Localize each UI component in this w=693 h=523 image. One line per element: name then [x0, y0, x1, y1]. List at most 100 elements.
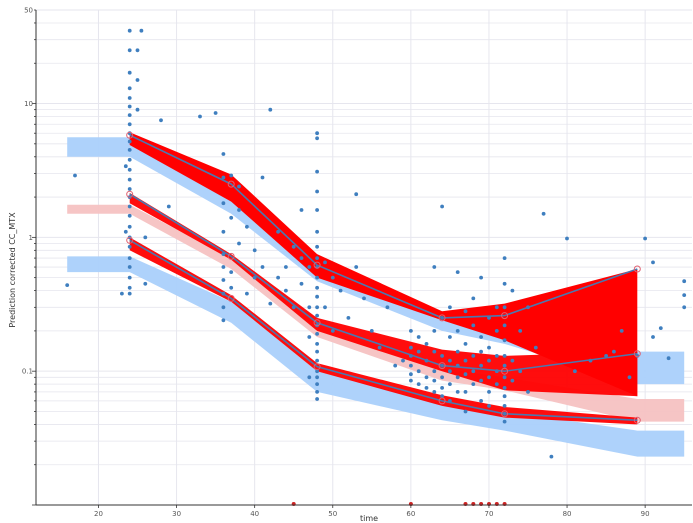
observed-point: [494, 329, 499, 333]
observed-point: [221, 252, 226, 256]
observed-point: [229, 270, 234, 274]
observed-point: [463, 358, 468, 363]
observed-ci-band-p50: [129, 192, 638, 397]
observed-point: [463, 309, 468, 314]
observed-point: [268, 107, 273, 112]
observed-percentile-marker: [126, 236, 134, 244]
observed-point: [416, 369, 421, 374]
observed-point: [127, 187, 132, 191]
x-tick-label: 90: [641, 510, 650, 518]
observed-point: [479, 399, 483, 403]
observed-percentile-marker: [633, 416, 641, 424]
observed-point: [502, 305, 507, 310]
observed-point: [245, 224, 249, 229]
observed-point: [440, 375, 444, 380]
observed-point: [612, 349, 616, 354]
observed-point: [471, 354, 476, 358]
observed-point: [682, 305, 687, 310]
observed-point: [307, 305, 312, 310]
axes-layer: 0.1 1 10 50 20 30 40 50 60 70 80 90: [22, 7, 692, 518]
observed-point: [127, 96, 132, 100]
observed-point: [315, 305, 319, 310]
observed-point: [229, 173, 234, 178]
observed-point: [533, 345, 538, 350]
observed-point: [127, 275, 132, 280]
observed-percentile-marker: [313, 261, 321, 269]
observed-percentile-marker: [438, 397, 446, 405]
observed-point: [510, 378, 515, 383]
observed-point: [127, 70, 132, 75]
observed-point: [471, 382, 476, 386]
observed-point: [143, 281, 148, 286]
observed-point: [619, 329, 624, 333]
observed-point: [502, 338, 507, 343]
observed-points-layer: [65, 28, 687, 459]
observed-point: [440, 394, 444, 399]
observed-point: [135, 107, 140, 112]
observed-point: [315, 244, 319, 249]
observed-point: [479, 335, 483, 339]
observed-point: [123, 164, 128, 169]
observed-point: [432, 378, 437, 383]
observed-point: [307, 375, 312, 380]
observed-point: [315, 275, 319, 280]
observed-point: [354, 265, 359, 269]
observed-percentile-marker: [227, 252, 235, 260]
observed-point: [127, 285, 132, 290]
observed-point: [440, 204, 444, 209]
observed-point: [315, 136, 319, 141]
observed-point: [139, 28, 144, 33]
x-tick-label: 60: [406, 510, 415, 518]
observed-point: [307, 335, 312, 339]
observed-point: [73, 173, 77, 178]
observed-point: [120, 291, 124, 296]
observed-point: [237, 208, 241, 212]
observed-point: [315, 375, 319, 380]
observed-point: [315, 169, 319, 174]
observed-point: [245, 291, 249, 296]
observed-point: [315, 332, 319, 336]
observed-point: [448, 369, 452, 374]
observed-point: [479, 363, 483, 368]
observed-point: [315, 131, 319, 136]
observed-percentile-marker: [313, 319, 321, 327]
observed-point: [276, 229, 280, 234]
observed-point: [627, 375, 632, 380]
observed-point: [276, 275, 280, 280]
observed-point: [127, 177, 132, 182]
simulated-band-p05: [67, 256, 685, 457]
observed-point: [166, 204, 171, 209]
observed-point: [315, 358, 319, 363]
observed-point: [229, 285, 234, 290]
observed-point: [448, 382, 452, 386]
observed-point: [573, 369, 577, 374]
observed-point: [315, 369, 319, 374]
observed-point: [221, 152, 226, 156]
x-tick-label: 70: [484, 510, 493, 518]
observed-point: [135, 78, 140, 82]
observed-ci-layer: [129, 132, 638, 425]
observed-point: [127, 48, 132, 53]
observed-point: [502, 363, 507, 368]
observed-point: [502, 256, 507, 260]
observed-point: [252, 275, 257, 280]
observed-point: [494, 305, 499, 310]
observed-point: [409, 372, 413, 377]
observed-point: [440, 386, 444, 390]
observed-point: [502, 323, 507, 328]
y-tick-label: 0.1: [22, 368, 33, 376]
observed-percentile-marker: [501, 367, 509, 375]
observed-point: [658, 326, 663, 330]
x-tick-label: 20: [94, 510, 103, 518]
observed-point: [565, 236, 569, 241]
observed-point: [377, 345, 382, 350]
observed-percentile-marker: [501, 312, 509, 320]
observed-point: [252, 248, 257, 253]
observed-point: [127, 28, 132, 33]
observed-point: [479, 275, 483, 280]
observed-point: [127, 256, 132, 260]
observed-percentile-line-p50: [129, 193, 638, 373]
observed-point: [315, 285, 319, 290]
observed-point: [127, 213, 132, 218]
observed-point: [127, 244, 132, 249]
